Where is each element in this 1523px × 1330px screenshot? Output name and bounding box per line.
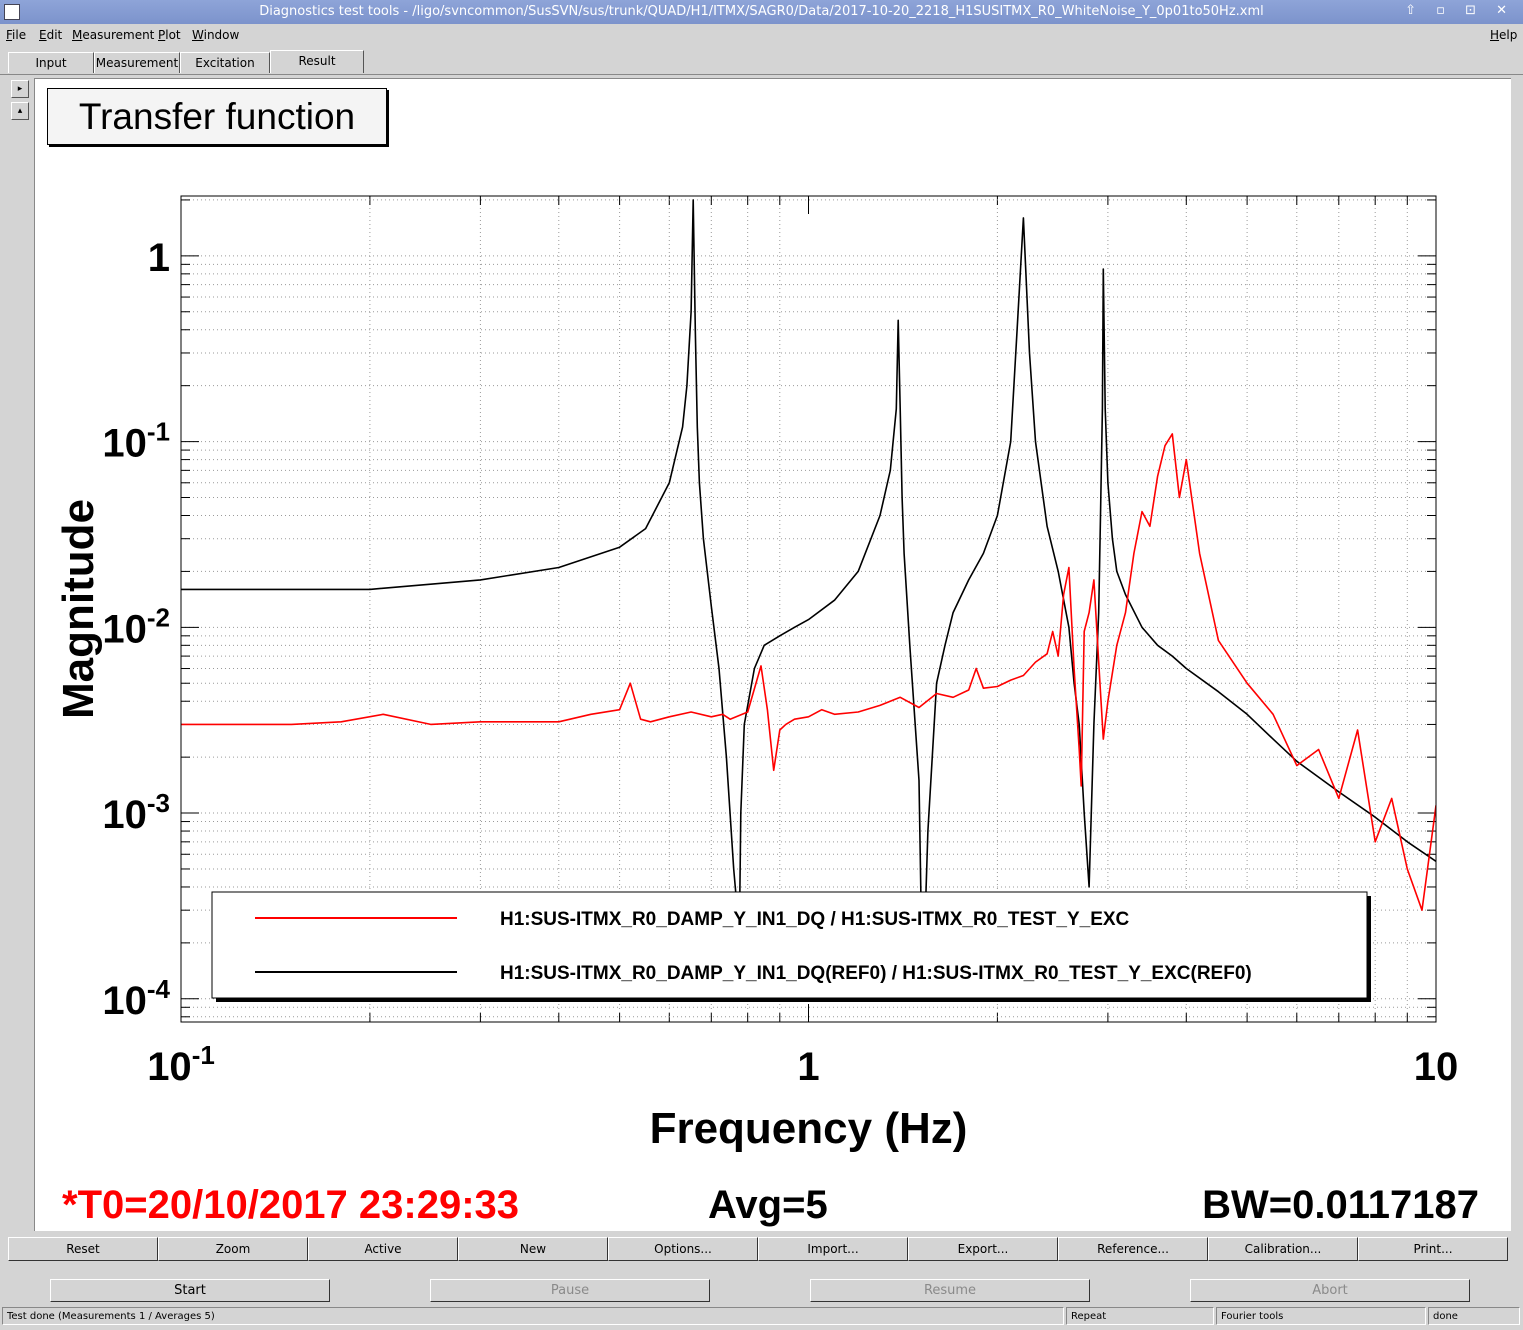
y-tick-label: 10-2 (102, 602, 170, 651)
y-tick-label: 10-3 (102, 788, 170, 837)
reset-button[interactable]: Reset (8, 1237, 158, 1261)
start-button[interactable]: Start (50, 1279, 330, 1302)
export-button[interactable]: Export... (908, 1237, 1058, 1261)
legend-box (211, 891, 1368, 999)
tab-measurement[interactable]: Measurement (94, 52, 180, 73)
app-icon (4, 4, 20, 20)
menu-file[interactable]: File (6, 28, 27, 42)
x-tick-label: 10 (1414, 1045, 1459, 1089)
window-title: Diagnostics test tools - /ligo/svncommon… (259, 4, 1264, 19)
options-button[interactable]: Options... (608, 1237, 758, 1261)
menu-plot[interactable]: Plot (158, 28, 181, 42)
menu-bar: File Edit Measurement Plot Window Help (0, 24, 1523, 46)
calibration-button[interactable]: Calibration... (1208, 1237, 1358, 1261)
resume-button[interactable]: Resume (810, 1279, 1090, 1302)
legend-label-0: H1:SUS-ITMX_R0_DAMP_Y_IN1_DQ / H1:SUS-IT… (500, 909, 1130, 930)
y-tick-label: 1 (148, 236, 170, 280)
pause-button[interactable]: Pause (430, 1279, 710, 1302)
active-button[interactable]: Active (308, 1237, 458, 1261)
legend-label-1: H1:SUS-ITMX_R0_DAMP_Y_IN1_DQ(REF0) / H1:… (500, 963, 1252, 984)
tab-excitation[interactable]: Excitation (180, 52, 270, 73)
side-arrow-group: ▸ ▴ (11, 80, 29, 124)
title-bar: Diagnostics test tools - /ligo/svncommon… (0, 0, 1523, 24)
series-line-1 (181, 199, 1436, 1000)
new-button[interactable]: New (458, 1237, 608, 1261)
status-bar: Test done (Measurements 1 / Averages 5) … (0, 1307, 1523, 1327)
plot-area (181, 196, 1436, 1022)
menu-window[interactable]: Window (192, 28, 240, 42)
menu-edit[interactable]: Edit (39, 28, 63, 42)
plot-title: Transfer function (47, 88, 387, 145)
status-state: done (1428, 1307, 1520, 1325)
zoom-button[interactable]: Zoom (158, 1237, 308, 1261)
status-repeat: Repeat (1066, 1307, 1214, 1325)
status-fourier-tools: Fourier tools (1216, 1307, 1426, 1325)
window-controls[interactable]: ⇧ ▫ ⊡ ✕ (1405, 3, 1515, 18)
tab-input[interactable]: Input (8, 52, 94, 73)
x-tick-label: 10-1 (147, 1040, 215, 1089)
tab-bar: Input Measurement Excitation Result (0, 50, 1523, 75)
series-line-0 (181, 433, 1436, 911)
abort-button[interactable]: Abort (1190, 1279, 1470, 1302)
menu-help[interactable]: Help (1490, 28, 1518, 42)
plot-button-row: Reset Zoom Active New Options... Import.… (8, 1237, 1510, 1261)
x-tick-label: 1 (797, 1045, 819, 1089)
bandwidth-value: BW=0.0117187 (1202, 1183, 1479, 1227)
status-message: Test done (Measurements 1 / Averages 5) (2, 1307, 1064, 1325)
print-button[interactable]: Print... (1358, 1237, 1508, 1261)
x-axis-title: Frequency (Hz) (650, 1104, 968, 1153)
average-count: Avg=5 (708, 1183, 828, 1227)
collapse-arrow-icon[interactable]: ▴ (11, 102, 29, 120)
y-axis-title: Magnitude (54, 499, 103, 719)
expand-arrow-icon[interactable]: ▸ (11, 80, 29, 98)
import-button[interactable]: Import... (758, 1237, 908, 1261)
tab-result[interactable]: Result (270, 50, 364, 73)
y-tick-label: 10-4 (102, 974, 170, 1023)
y-tick-label: 10-1 (102, 417, 170, 466)
reference-button[interactable]: Reference... (1058, 1237, 1208, 1261)
plot-frame (180, 195, 1437, 1023)
t0-timestamp: *T0=20/10/2017 23:29:33 (62, 1183, 520, 1227)
menu-measurement[interactable]: Measurement (72, 28, 155, 42)
